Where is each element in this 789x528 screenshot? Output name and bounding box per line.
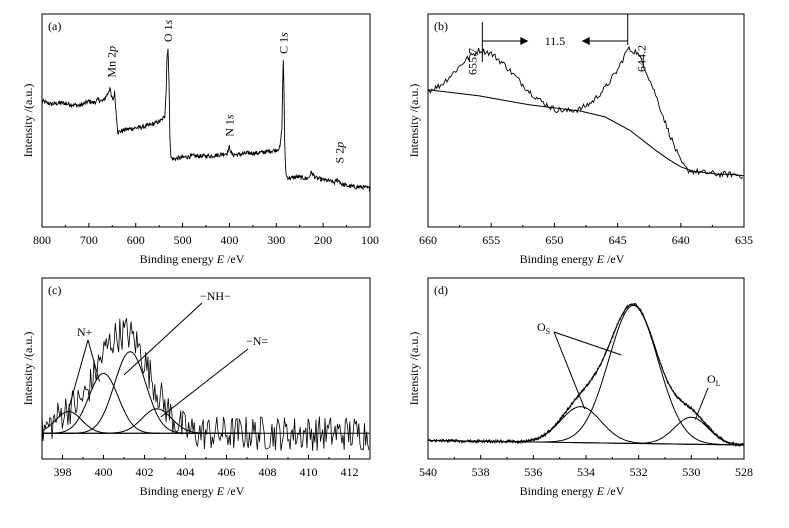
x-tick-label: 398	[54, 465, 72, 479]
mn2p-spectrum-line	[428, 45, 743, 179]
leader-line	[160, 348, 249, 418]
panel-b: 660 655 650 645 640 635 Binding energy E /eV In…	[407, 13, 753, 266]
plot-frame	[427, 277, 745, 460]
x-axis-label: Binding energy E /eV	[520, 484, 625, 498]
peak-label: C 1s	[276, 32, 290, 54]
component-label-n-eq: −N=	[246, 334, 268, 348]
panel-label: (b)	[434, 19, 448, 33]
x-tick-label: 534	[577, 465, 595, 479]
x-tick-label: 538	[472, 465, 490, 479]
raw-spectrum-line	[42, 318, 370, 451]
peak-value-label: 644.2	[635, 45, 649, 72]
x-tick-label: 530	[682, 465, 700, 479]
panel-label: (d)	[434, 283, 448, 297]
plot-frame	[41, 13, 371, 228]
peak-label: Mn 2p	[104, 46, 118, 78]
x-tick-label: 100	[361, 233, 379, 247]
x-tick-label: 404	[177, 465, 195, 479]
peak-label: O 1s	[161, 19, 175, 42]
y-axis-label: Intensity /(a.u.)	[21, 332, 35, 406]
x-tick-label: 645	[609, 233, 627, 247]
x-tick-label: 400	[95, 465, 113, 479]
x-tick-label: 400	[220, 233, 238, 247]
x-tick-label: 500	[174, 233, 192, 247]
x-tick-label: 410	[300, 465, 318, 479]
fit-component	[42, 372, 207, 434]
x-tick-label: 640	[672, 233, 690, 247]
x-tick-label: 536	[524, 465, 542, 479]
x-tick-label: 650	[545, 233, 563, 247]
fit-component	[52, 408, 261, 434]
x-tick-label: 540	[419, 465, 437, 479]
splitting-label: 11.5	[545, 34, 566, 48]
x-axis-label: Binding energy E /eV	[140, 252, 245, 266]
fit-component	[42, 410, 160, 434]
panel-label: (c)	[48, 283, 61, 297]
y-axis-label: Intensity /(a.u.)	[21, 84, 35, 158]
y-axis-label: Intensity /(a.u.)	[407, 84, 421, 158]
x-tick-label: 402	[136, 465, 154, 479]
x-axis-label: Binding energy E /eV	[520, 252, 625, 266]
fit-component	[572, 416, 744, 446]
leader-line	[553, 331, 622, 356]
component-label-nh: −NH−	[200, 289, 231, 303]
x-tick-label: 660	[419, 233, 437, 247]
plot-area	[42, 48, 370, 192]
leader-line	[553, 331, 586, 410]
x-tick-label: 800	[33, 233, 51, 247]
fit-component	[459, 304, 744, 446]
x-tick-label: 532	[630, 465, 648, 479]
fit-envelope	[428, 303, 744, 446]
peak-value-label: 655.7	[465, 48, 479, 75]
leader-line	[87, 339, 100, 382]
panel-d: 540 538 536 534 532 530 528 Binding energy E /e…	[407, 277, 753, 498]
plot-area	[428, 45, 744, 179]
plot-frame	[427, 13, 745, 228]
background-line	[428, 89, 744, 177]
x-tick-label: 655	[482, 233, 500, 247]
x-tick-label: 412	[341, 465, 359, 479]
plot-area	[428, 302, 744, 448]
x-tick-label: 408	[259, 465, 277, 479]
x-tick-label: 600	[127, 233, 145, 247]
y-axis-label: Intensity /(a.u.)	[407, 332, 421, 406]
raw-spectrum-line	[428, 302, 744, 448]
panel-label: (a)	[48, 19, 61, 33]
leader-line	[68, 339, 89, 409]
peak-label: N 1s	[222, 114, 236, 137]
component-label-ol: OL	[707, 372, 721, 388]
panel-c: 398 400 402 404 406 408 410 412 Binding energy E…	[21, 277, 371, 498]
x-tick-label: 406	[218, 465, 236, 479]
component-label-os: OS	[537, 320, 550, 336]
component-label-n-plus: N+	[77, 325, 93, 339]
x-tick-label: 700	[80, 233, 98, 247]
survey-spectrum-line	[42, 48, 370, 192]
plot-area	[42, 318, 370, 451]
x-axis-label: Binding energy E /eV	[140, 484, 245, 498]
arrow-head-right	[520, 37, 529, 45]
x-tick-label: 300	[267, 233, 285, 247]
fit-component	[438, 406, 723, 446]
leader-line	[694, 387, 709, 420]
x-tick-label: 528	[735, 465, 753, 479]
arrow-head-left	[581, 37, 590, 45]
x-tick-label: 200	[314, 233, 332, 247]
panel-a: 800 700 600 500 400 300 200 100 Binding energy E…	[21, 13, 379, 266]
leader-line	[123, 302, 203, 376]
x-tick-label: 635	[735, 233, 753, 247]
peak-label: S 2p	[333, 142, 347, 164]
